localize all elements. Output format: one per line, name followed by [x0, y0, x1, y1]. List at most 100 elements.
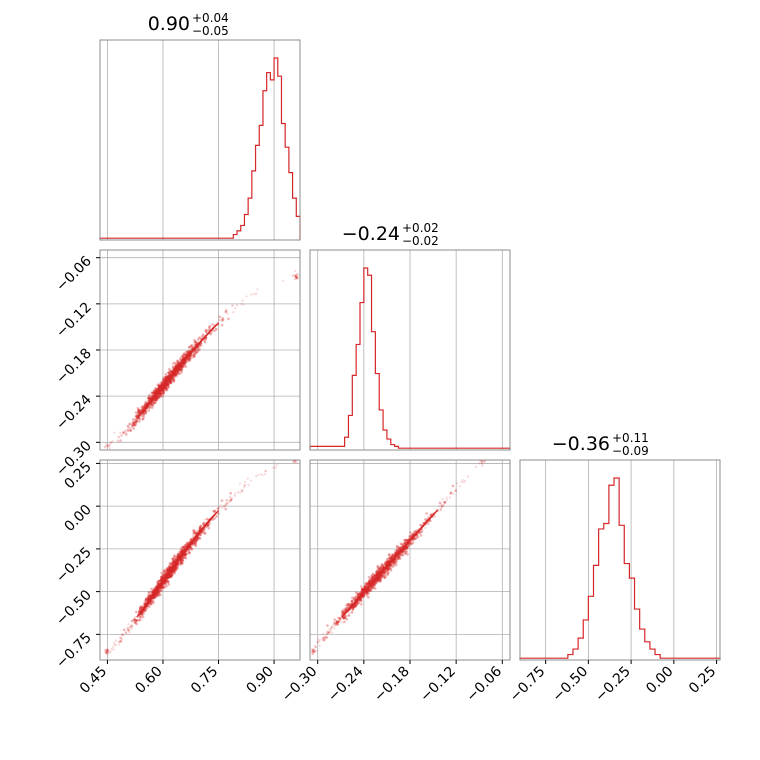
sample-point: [200, 532, 203, 535]
sample-point: [363, 585, 367, 589]
sample-point: [198, 526, 202, 530]
sample-point: [376, 580, 379, 583]
sample-point: [162, 573, 165, 577]
sample-point: [145, 598, 148, 602]
sample-point: [240, 489, 243, 492]
sample-point: [203, 532, 207, 535]
sample-point: [181, 548, 185, 552]
sample-point: [134, 420, 137, 423]
sample-point: [168, 575, 172, 579]
sample-point: [391, 556, 394, 559]
sample-point: [389, 569, 393, 572]
sample-point: [155, 593, 159, 596]
sample-point: [159, 384, 162, 388]
sample-point: [105, 650, 108, 653]
sample-point: [172, 557, 175, 560]
sample-point: [151, 589, 155, 593]
sample-point: [346, 603, 350, 606]
sample-point: [312, 651, 315, 654]
sample-point: [351, 606, 354, 609]
sample-point: [179, 551, 183, 554]
sample-point: [261, 473, 264, 477]
sample-point: [371, 578, 374, 581]
sample-point: [162, 378, 166, 382]
sample-point: [150, 391, 154, 394]
sample-point: [461, 478, 464, 482]
sample-point: [335, 621, 338, 625]
sample-point: [173, 558, 176, 561]
sample-point: [117, 440, 120, 443]
sample-point: [134, 620, 138, 623]
sample-point: [172, 559, 176, 563]
sample-point: [371, 585, 374, 588]
sample-point: [150, 396, 153, 399]
sample-point: [153, 391, 157, 395]
sample-point: [160, 586, 164, 589]
param-title-2: −0.36: [552, 433, 610, 455]
sample-point: [381, 573, 384, 577]
sample-point: [138, 615, 141, 619]
sample-point: [230, 498, 233, 502]
sample-point: [339, 618, 342, 621]
sample-point: [109, 650, 112, 653]
sample-point: [174, 364, 178, 368]
sample-point: [328, 627, 331, 631]
sample-point: [109, 440, 112, 444]
sample-point: [387, 567, 390, 571]
sample-point: [198, 533, 202, 537]
sample-point: [148, 406, 152, 409]
sample-point: [419, 523, 422, 527]
sample-point: [378, 569, 382, 572]
sample-point: [391, 562, 394, 565]
sample-point: [165, 567, 169, 571]
sample-point: [132, 421, 135, 425]
sample-point: [185, 353, 188, 356]
sample-point: [134, 622, 137, 625]
sample-point: [408, 541, 412, 545]
sample-point: [329, 627, 333, 630]
sample-point: [153, 393, 156, 396]
sample-point: [156, 383, 160, 387]
sample-point: [137, 408, 141, 412]
sample-point: [371, 583, 375, 587]
sample-point: [388, 557, 392, 560]
sample-point: [378, 570, 381, 573]
sample-point: [386, 560, 390, 563]
sample-point: [158, 588, 162, 592]
y-tick-label: −0.50: [53, 587, 95, 629]
sample-point: [367, 580, 371, 584]
sample-point: [107, 445, 110, 448]
sample-point: [164, 378, 167, 382]
sample-point: [294, 274, 297, 277]
sample-point: [353, 605, 356, 608]
sample-point: [111, 439, 114, 443]
x-tick-label: −0.30: [279, 664, 321, 706]
sample-point: [165, 376, 169, 379]
sample-point: [160, 575, 163, 579]
sample-point: [295, 276, 298, 280]
sample-point: [411, 538, 415, 542]
sample-point: [240, 490, 244, 493]
sample-point: [164, 376, 168, 380]
sample-point: [147, 393, 151, 397]
sample-point: [158, 592, 161, 596]
sample-point: [170, 572, 173, 575]
sample-point: [160, 577, 164, 580]
sample-point: [155, 399, 158, 402]
sample-point: [371, 576, 375, 580]
sample-point: [193, 338, 196, 342]
sample-point: [432, 515, 435, 519]
sample-point: [402, 549, 406, 552]
sample-point: [153, 388, 156, 392]
sample-point: [374, 581, 378, 584]
sample-point: [201, 335, 204, 338]
sample-point: [132, 620, 136, 623]
sample-point: [295, 277, 298, 281]
sample-point: [106, 445, 109, 448]
sample-point: [166, 376, 169, 380]
x-tick-label: −0.12: [417, 664, 459, 706]
sample-point: [156, 583, 160, 586]
sample-point: [365, 594, 369, 597]
sample-point: [174, 557, 178, 560]
sample-point: [182, 555, 186, 559]
